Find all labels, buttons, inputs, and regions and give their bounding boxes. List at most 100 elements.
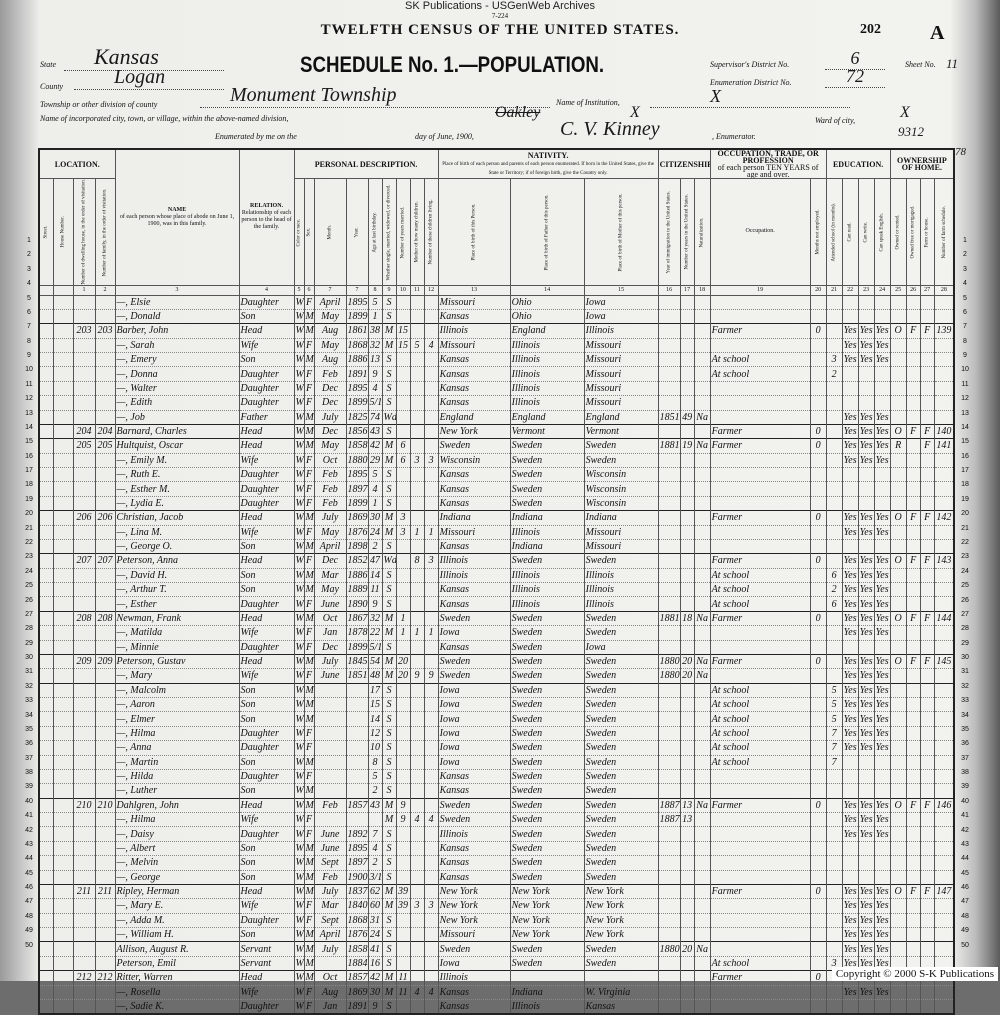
table-cell: —, Elsie bbox=[114, 294, 240, 310]
table-cell: —, Donald bbox=[114, 308, 240, 325]
column-header: Naturalization. bbox=[694, 178, 711, 286]
table-cell bbox=[657, 783, 681, 799]
table-cell bbox=[38, 409, 54, 425]
table-cell: Yes bbox=[841, 912, 859, 929]
table-cell bbox=[657, 352, 681, 368]
table-cell bbox=[395, 409, 411, 425]
table-cell bbox=[52, 869, 74, 885]
table-cell: 1895 bbox=[345, 840, 369, 857]
table-cell bbox=[933, 740, 955, 756]
table-cell: Head bbox=[238, 553, 295, 569]
occupation-header: OCCUPATION, TRADE, OR PROFESSION bbox=[717, 149, 819, 165]
table-cell bbox=[693, 395, 711, 411]
table-cell bbox=[395, 481, 411, 497]
table-cell bbox=[905, 682, 921, 699]
table-cell bbox=[809, 697, 827, 713]
table-cell: 0 bbox=[809, 510, 827, 526]
table-cell: F bbox=[303, 495, 315, 512]
table-cell bbox=[825, 883, 843, 900]
column-header: Can write. bbox=[858, 178, 875, 286]
table-cell bbox=[709, 768, 811, 785]
line-number: 12 bbox=[961, 395, 969, 403]
table-cell: Oct bbox=[313, 610, 347, 627]
table-cell: Sweden bbox=[437, 438, 511, 454]
table-cell bbox=[679, 970, 695, 986]
table-cell bbox=[395, 912, 411, 929]
table-cell bbox=[409, 409, 425, 425]
table-cell bbox=[889, 754, 907, 770]
table-cell: New York bbox=[583, 883, 659, 900]
table-cell bbox=[94, 855, 116, 871]
table-cell bbox=[919, 912, 935, 929]
table-cell: 1899 bbox=[345, 308, 369, 325]
table-cell: Sweden bbox=[583, 711, 659, 727]
table-cell bbox=[52, 467, 74, 483]
column-number: 7 bbox=[313, 284, 347, 296]
table-cell: —, Adda M. bbox=[114, 912, 240, 929]
table-cell: Farmer bbox=[709, 970, 811, 986]
table-cell bbox=[889, 308, 907, 325]
column-header: Number of these children living. bbox=[424, 178, 439, 286]
table-cell bbox=[409, 308, 425, 325]
table-cell bbox=[423, 826, 439, 842]
table-cell bbox=[933, 467, 955, 483]
table-cell bbox=[38, 294, 54, 310]
table-cell: Yes bbox=[873, 352, 891, 368]
table-cell: Wife bbox=[238, 337, 295, 354]
column-header: House Number. bbox=[53, 178, 73, 286]
table-cell bbox=[52, 294, 74, 310]
table-cell bbox=[693, 553, 711, 569]
table-cell: 15 bbox=[395, 323, 411, 339]
table-cell: O bbox=[889, 797, 907, 814]
line-number: 13 bbox=[25, 409, 33, 417]
table-cell: 1880 bbox=[657, 668, 681, 684]
table-cell: 39 bbox=[395, 898, 411, 914]
table-cell: 211 bbox=[94, 883, 116, 900]
table-cell: W bbox=[293, 495, 305, 512]
table-cell: Wife bbox=[238, 524, 295, 540]
table-cell: Ohio bbox=[509, 294, 585, 310]
table-cell bbox=[52, 855, 74, 871]
table-cell bbox=[933, 783, 955, 799]
table-cell: —, Esther M. bbox=[114, 481, 240, 497]
table-cell: Ritter, Warren bbox=[114, 970, 240, 986]
line-number: 34 bbox=[25, 711, 33, 719]
table-cell: 1880 bbox=[657, 653, 681, 670]
page-number: 202 bbox=[860, 22, 881, 37]
table-cell: M bbox=[381, 797, 397, 814]
line-number: 4 bbox=[963, 280, 967, 288]
table-cell bbox=[94, 682, 116, 699]
table-cell: 62 bbox=[367, 883, 383, 900]
table-cell bbox=[857, 768, 875, 785]
table-row: —, Donna Daughter W F Feb 1891 9 S Kansas Illinoi… bbox=[38, 366, 955, 382]
table-cell: Iowa bbox=[583, 308, 659, 325]
table-cell bbox=[52, 697, 74, 713]
table-cell bbox=[841, 395, 859, 411]
table-cell: 1845 bbox=[345, 653, 369, 670]
table-cell bbox=[709, 524, 811, 540]
table-cell bbox=[679, 984, 695, 1000]
enumerator-label: , Enumerator. bbox=[712, 132, 756, 141]
table-cell: 14 bbox=[367, 711, 383, 727]
table-cell bbox=[905, 395, 921, 411]
table-cell: S bbox=[381, 941, 397, 957]
table-cell: Daughter bbox=[238, 380, 295, 397]
column-header: Number of years married. bbox=[396, 178, 411, 286]
line-number: 12 bbox=[25, 395, 33, 403]
table-cell: W bbox=[293, 754, 305, 770]
table-cell: —, Lina M. bbox=[114, 524, 240, 540]
table-cell: 1891 bbox=[345, 366, 369, 382]
table-cell: 1869 bbox=[345, 984, 369, 1000]
table-cell: 19 bbox=[679, 438, 695, 454]
table-cell: 1858 bbox=[345, 438, 369, 454]
table-cell bbox=[825, 337, 843, 354]
table-cell bbox=[313, 955, 347, 972]
table-cell: M bbox=[303, 754, 315, 770]
table-cell: Mar bbox=[313, 567, 347, 584]
line-number: 50 bbox=[25, 941, 33, 949]
table-cell: —, Hilma bbox=[114, 812, 240, 828]
table-cell bbox=[919, 826, 935, 842]
table-cell: Wife bbox=[238, 668, 295, 684]
table-cell: S bbox=[381, 725, 397, 742]
table-cell bbox=[38, 495, 54, 512]
